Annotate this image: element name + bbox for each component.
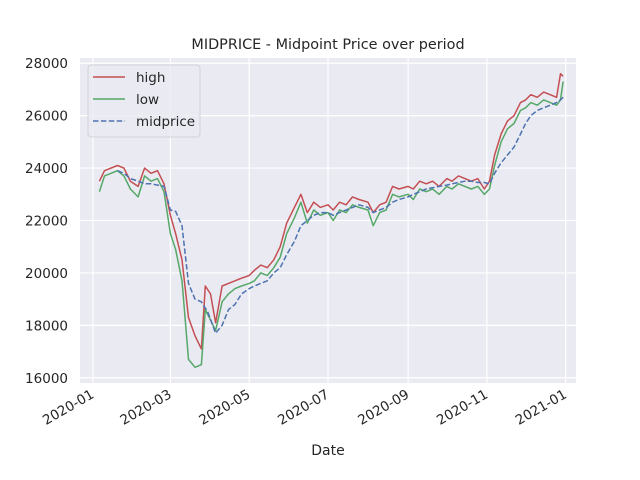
x-tick-label: 2020-01 <box>40 387 97 429</box>
legend-box <box>87 64 201 138</box>
x-tick-label: 2021-01 <box>513 387 570 429</box>
y-tick-label: 28000 <box>25 56 68 72</box>
x-axis-ticks: 2020-01 2020-03 2020-05 2020-07 2020-09 2020-… <box>40 387 570 429</box>
series-line-midprice <box>117 96 564 334</box>
y-tick-label: 26000 <box>25 109 68 125</box>
x-tick-label: 2020-05 <box>196 387 253 429</box>
legend: high low midprice <box>87 64 201 138</box>
chart-title: MIDPRICE - Midpoint Price over period <box>191 37 464 53</box>
legend-label-low: low <box>136 92 159 108</box>
y-tick-label: 24000 <box>25 161 68 177</box>
y-tick-label: 22000 <box>25 214 68 230</box>
y-tick-label: 20000 <box>25 266 68 282</box>
legend-label-midprice: midprice <box>136 114 195 130</box>
series-group <box>98 72 564 369</box>
x-tick-label: 2020-03 <box>118 387 175 429</box>
x-tick-label: 2020-07 <box>275 387 332 429</box>
series-line-low <box>98 81 564 369</box>
legend-label-high: high <box>136 70 165 86</box>
y-tick-label: 16000 <box>25 371 68 387</box>
series-line-high <box>98 72 564 350</box>
x-tick-label: 2020-11 <box>434 387 491 429</box>
x-axis-label: Date <box>311 443 344 459</box>
y-axis-ticks: 16000 18000 20000 22000 24000 26000 28000 <box>25 56 68 387</box>
x-tick-label: 2020-09 <box>355 387 412 429</box>
y-tick-label: 18000 <box>25 318 68 334</box>
